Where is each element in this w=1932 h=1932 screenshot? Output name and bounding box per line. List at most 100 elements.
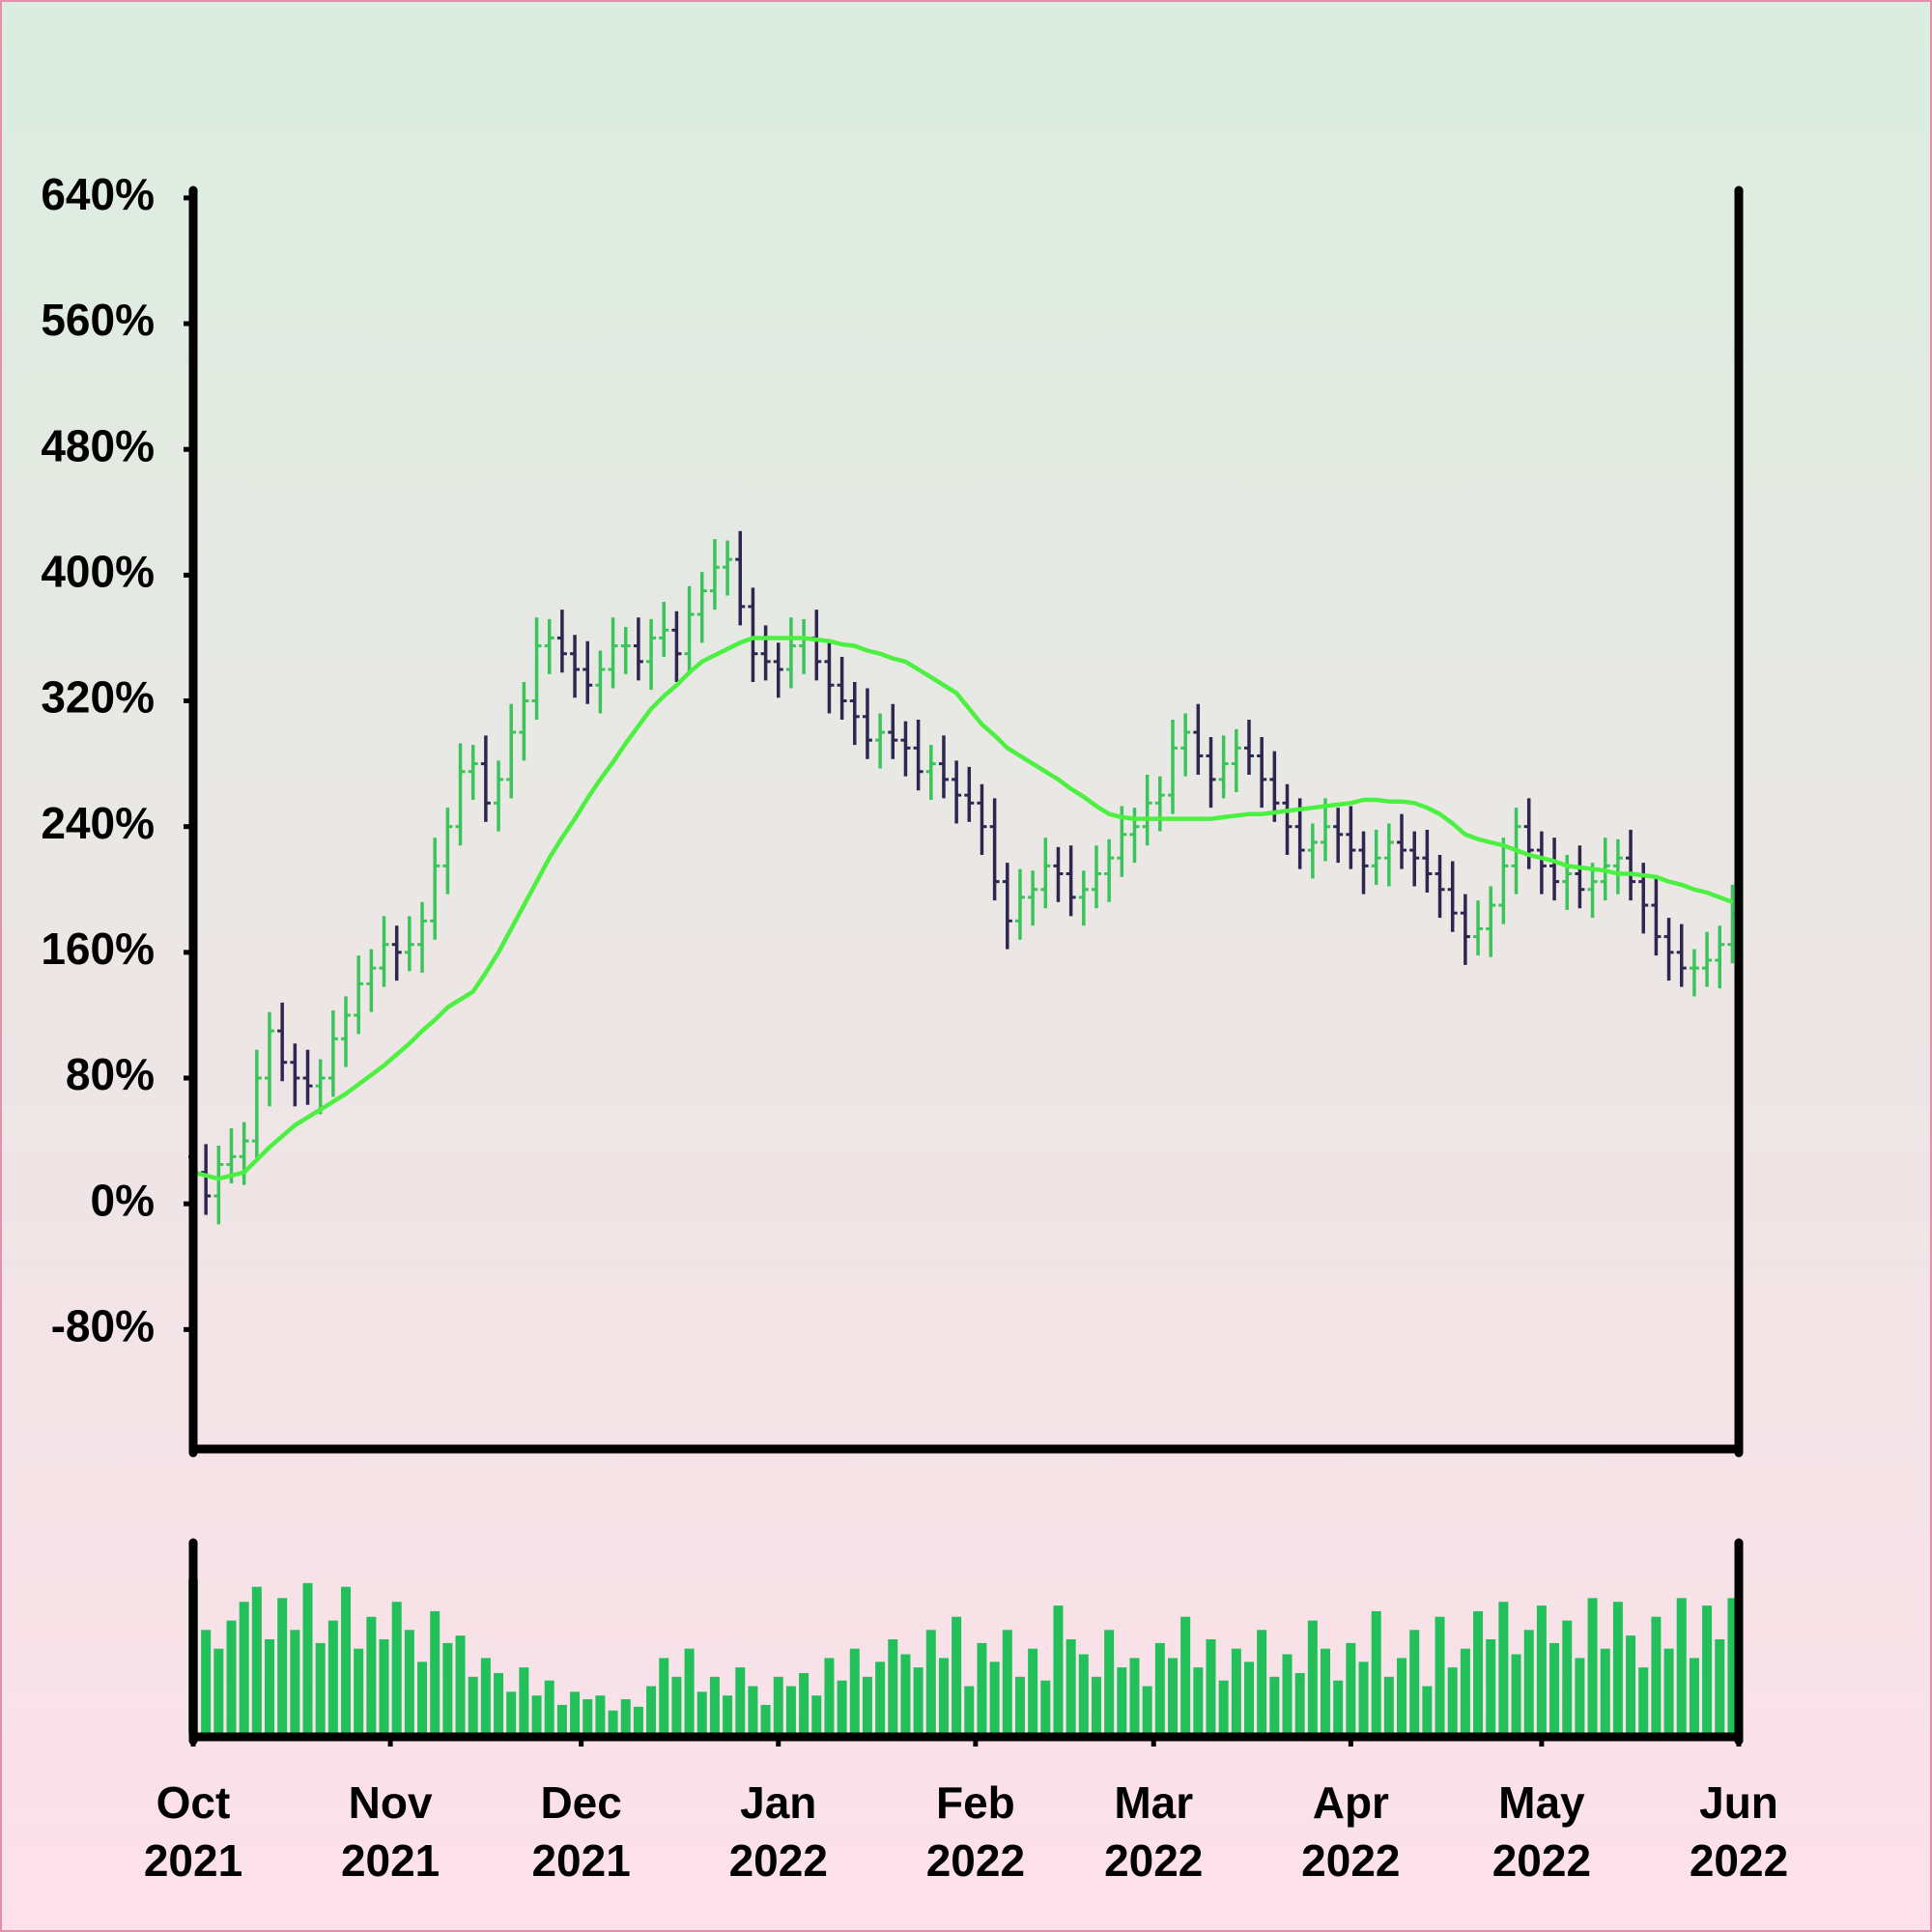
y-tick-label: 160% (41, 923, 155, 974)
ohlc-bar (531, 617, 542, 721)
volume-bar (1117, 1667, 1127, 1733)
volume-bar (684, 1648, 695, 1733)
ohlc-bar (1460, 894, 1470, 965)
volume-bar (1142, 1686, 1152, 1733)
ohlc-bar (1689, 949, 1699, 997)
volume-bar (862, 1676, 872, 1733)
ohlc-bar (709, 538, 720, 611)
volume-bar (1435, 1616, 1445, 1733)
x-tick-label: Oct 2021 (143, 1777, 243, 1886)
volume-bar (391, 1602, 402, 1733)
ohlc-bar (327, 1010, 338, 1097)
ohlc-bar (824, 642, 835, 714)
volume-bar (1321, 1648, 1331, 1733)
volume-bar (1549, 1642, 1560, 1733)
volume-bar (875, 1662, 886, 1733)
ohlc-bar (964, 766, 975, 822)
ohlc-bar (1142, 775, 1152, 846)
ohlc-bar (913, 720, 923, 791)
ohlc-bar (1065, 845, 1076, 917)
ohlc-bar (1409, 831, 1420, 887)
volume-bar (480, 1658, 491, 1733)
volume-bar (608, 1710, 618, 1733)
ohlc-bar (290, 1043, 300, 1107)
ohlc-bar (671, 611, 682, 683)
ohlc-bar (1002, 863, 1012, 950)
ohlc-bar (1321, 798, 1331, 862)
volume-bar (315, 1642, 326, 1733)
volume-bar (748, 1686, 758, 1733)
ohlc-bar (1371, 829, 1381, 885)
volume-bar (556, 1704, 567, 1733)
volume-bar (1206, 1639, 1216, 1733)
ohlc-bar (989, 798, 1000, 901)
volume-bar (226, 1620, 237, 1733)
plot-area (188, 530, 1738, 1733)
volume-bar (1600, 1648, 1610, 1733)
ohlc-bar (404, 916, 414, 972)
ohlc-bar (366, 949, 377, 1012)
volume-bar (417, 1662, 428, 1733)
ohlc-bar (900, 721, 911, 777)
ohlc-bar (468, 745, 478, 801)
volume-bar (213, 1648, 224, 1733)
volume-bar (1626, 1635, 1636, 1733)
ohlc-bar (1091, 845, 1101, 909)
volume-bar (1091, 1676, 1101, 1733)
volume-bar (1612, 1602, 1623, 1733)
volume-bar (341, 1586, 352, 1733)
ohlc-bar (354, 955, 364, 1035)
volume-bar (633, 1706, 643, 1733)
ohlc-bar (925, 745, 936, 801)
volume-bar (1028, 1648, 1038, 1733)
ohlc-bar (1612, 838, 1623, 895)
volume-bar (1269, 1676, 1280, 1733)
ohlc-bar (1282, 783, 1293, 855)
ohlc-bar (302, 1049, 313, 1105)
ohlc-bar (480, 735, 491, 822)
ohlc-bar (213, 1145, 224, 1225)
ohlc-bar (748, 587, 758, 683)
ohlc-bar (659, 602, 669, 657)
volume-bar (251, 1586, 262, 1733)
ohlc-bar (633, 617, 643, 681)
ohlc-bar (1587, 863, 1598, 919)
ohlc-bar (799, 618, 810, 674)
volume-bar (671, 1676, 682, 1733)
ohlc-bar (1193, 703, 1204, 776)
volume-bar (1154, 1642, 1165, 1733)
volume-bar (1702, 1605, 1713, 1733)
volume-bar (888, 1639, 898, 1733)
volume-bar (1167, 1658, 1178, 1733)
volume-bar (1689, 1658, 1699, 1733)
ohlc-bar (1014, 868, 1025, 940)
y-tick-label: 240% (41, 798, 155, 848)
ohlc-bar (1231, 728, 1241, 792)
ohlc-bar (277, 1002, 288, 1082)
ohlc-bar (1028, 870, 1038, 926)
volume-bar (570, 1691, 581, 1733)
volume-bar (1562, 1620, 1573, 1733)
volume-bar (1397, 1658, 1407, 1733)
volume-bar (327, 1620, 338, 1733)
ohlc-bar (977, 783, 987, 855)
ohlc-bar (1715, 925, 1725, 989)
volume-bar (1575, 1658, 1585, 1733)
ohlc-bar (837, 656, 847, 721)
ohlc-bar (760, 625, 771, 681)
ohlc-bar (696, 572, 707, 643)
ohlc-bar (1575, 845, 1585, 909)
ohlc-bar (341, 996, 352, 1067)
x-tick-label: Dec 2021 (531, 1777, 631, 1886)
volume-bar (1333, 1680, 1344, 1733)
ohlc-bar (1346, 806, 1356, 869)
volume-bar (1218, 1680, 1229, 1733)
ohlc-bar (519, 682, 529, 761)
ohlc-bar (201, 1144, 212, 1215)
ohlc-bar (582, 640, 593, 704)
volume-bar (1638, 1667, 1649, 1733)
volume-bar (709, 1676, 720, 1733)
ohlc-bar (849, 682, 860, 746)
ohlc-bar (1523, 798, 1534, 869)
